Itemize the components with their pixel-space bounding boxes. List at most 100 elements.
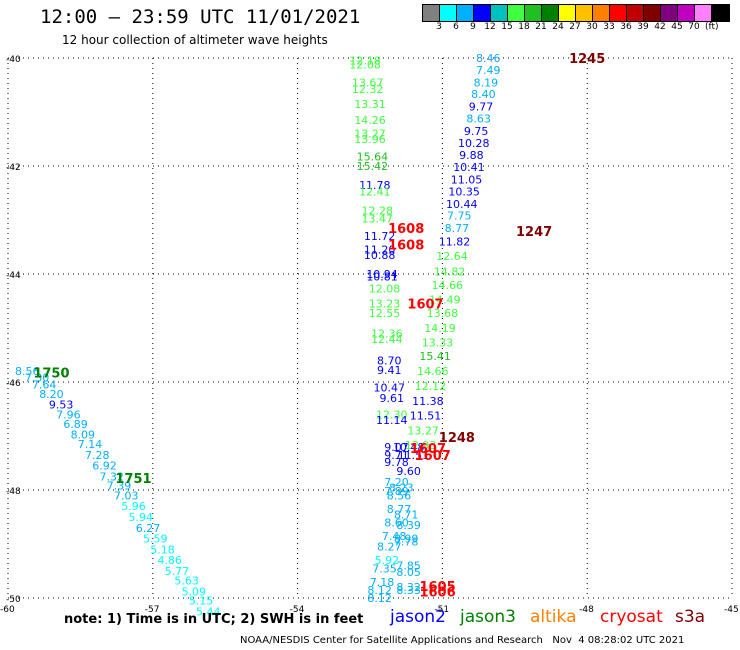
color-swatch: [423, 5, 440, 21]
wave-height-value: 10.81: [366, 271, 398, 284]
color-swatch: [457, 5, 474, 21]
wave-height-value: 7.20: [384, 476, 409, 489]
wave-height-value: 8.33: [396, 584, 421, 597]
legend-jason2: jason2: [390, 607, 446, 627]
color-scale-label: 36: [620, 22, 632, 32]
wave-height-value: 8.20: [39, 388, 64, 401]
wave-height-value: 8.99: [394, 533, 419, 546]
pass-time-label: 1248: [439, 431, 475, 446]
wave-height-value: 13.23: [369, 298, 401, 311]
wave-height-value: 11.51: [410, 409, 442, 422]
latitude-label: -50: [6, 595, 21, 605]
wave-height-value: 7.96: [56, 408, 81, 421]
longitude-label: -45: [724, 605, 739, 615]
color-scale-bar: [422, 4, 730, 22]
longitude-label: -48: [579, 605, 594, 615]
color-swatch: [474, 5, 491, 21]
wave-height-value: 10.41: [453, 161, 485, 174]
wave-height-value: 10.88: [364, 249, 396, 262]
latitude-label: -46: [6, 379, 21, 389]
wave-height-value: 13.27: [354, 128, 386, 141]
wave-height-value: 5.15: [189, 595, 214, 608]
wave-height-value: 8.56: [387, 489, 412, 502]
wave-height-value: 5.77: [165, 565, 190, 578]
color-scale-labels: 3 6 9 12 15 18 21 24 27 30 33 36 39 42 45 70 (ft): [422, 22, 740, 34]
wave-height-value: 8.46: [476, 52, 501, 65]
wave-height-value: 13.47: [361, 212, 393, 225]
wave-height-value: 8.39: [396, 519, 421, 532]
color-scale-label: 39: [637, 22, 649, 32]
wave-height-value: 11.05: [451, 174, 483, 187]
wave-height-value: 12.41: [359, 185, 391, 198]
wave-height-value: 12.55: [369, 307, 401, 320]
wave-height-value: 5.09: [182, 586, 207, 599]
longitude-label: -51: [434, 605, 449, 615]
color-swatch: [440, 5, 457, 21]
wave-height-value: 11.14: [376, 414, 408, 427]
wave-height-value: 6.27: [136, 522, 161, 535]
wave-height-value: 8.70: [377, 354, 402, 367]
wave-height-value: 7.89: [384, 485, 409, 498]
color-scale-label: 6: [453, 22, 459, 32]
color-scale-label: 27: [569, 22, 581, 32]
wave-height-value: 5.18: [150, 543, 175, 556]
wave-height-value: 7.35: [372, 562, 397, 575]
latitude-label: -40: [6, 55, 21, 65]
pass-time-label: 1247: [516, 225, 552, 240]
wave-height-value: 7.32: [100, 471, 125, 484]
wave-height-value: 7.03: [114, 489, 139, 502]
wave-height-value: 9.71: [384, 449, 409, 462]
credit-line: NOAA/NESDIS Center for Satellite Applica…: [240, 635, 685, 646]
wave-height-value: 9.53: [49, 399, 74, 412]
wave-height-value: 8.05: [396, 566, 421, 579]
wave-height-value: 8.56: [15, 365, 40, 378]
wave-height-value: 11.82: [439, 236, 471, 249]
wave-height-value: 14.82: [434, 265, 466, 278]
wave-height-value: 5.59: [143, 533, 168, 546]
wave-height-value: 13.33: [422, 337, 454, 350]
color-swatch: [508, 5, 525, 21]
wave-height-value: 12.28: [361, 204, 393, 217]
wave-height-value: 4.86: [157, 554, 182, 567]
pass-time-label: 1750: [33, 366, 69, 381]
color-swatch: [661, 5, 678, 21]
color-scale-label: 3: [436, 22, 442, 32]
chart-subtitle: 12 hour collection of altimeter wave hei…: [62, 33, 328, 47]
wave-height-value: 11.72: [364, 230, 396, 243]
wave-height-value: 12.93: [405, 439, 437, 452]
footer-note: note: 1) Time is in UTC; 2) SWH is in fe…: [64, 612, 364, 627]
pass-time-label: 1605: [419, 580, 455, 595]
color-swatch: [593, 5, 610, 21]
color-swatch: [695, 5, 712, 21]
wave-height-value: 12.12: [415, 380, 447, 393]
color-swatch: [525, 5, 542, 21]
wave-height-value: 12.08: [349, 58, 381, 71]
latitude-label: -48: [6, 487, 21, 497]
wave-height-value: 7.75: [447, 210, 472, 223]
wave-height-value: 13.68: [427, 307, 459, 320]
wave-height-value: 9.78: [384, 456, 409, 469]
wave-height-value: 9.61: [379, 392, 404, 405]
wave-height-value: 14.66: [417, 365, 449, 378]
pass-time-label: 1751: [115, 472, 151, 487]
color-swatch: [542, 5, 559, 21]
color-scale-label: 24: [552, 22, 564, 32]
pass-time-label: 1608: [388, 238, 424, 253]
wave-height-value: 8.63: [466, 112, 491, 125]
latitude-label: -44: [6, 271, 21, 281]
wave-height-value: 13.96: [354, 133, 386, 146]
pass-time-label: 1607: [407, 298, 443, 313]
wave-height-value: 15.41: [419, 350, 451, 363]
wave-height-value: 5.63: [174, 575, 199, 588]
wave-height-value: 13.31: [354, 98, 386, 111]
wave-height-value: 8.12: [367, 584, 392, 597]
color-scale-label: 9: [470, 22, 476, 32]
color-swatch: [559, 5, 576, 21]
wave-height-value: 9.75: [464, 125, 489, 138]
legend-jason3: jason3: [460, 607, 516, 627]
wave-height-value: 7.85: [396, 560, 421, 573]
longitude-label: -57: [145, 605, 160, 615]
color-swatch: [644, 5, 661, 21]
wave-height-value: 8.09: [71, 428, 96, 441]
wave-height-value: 5.92: [375, 554, 400, 567]
